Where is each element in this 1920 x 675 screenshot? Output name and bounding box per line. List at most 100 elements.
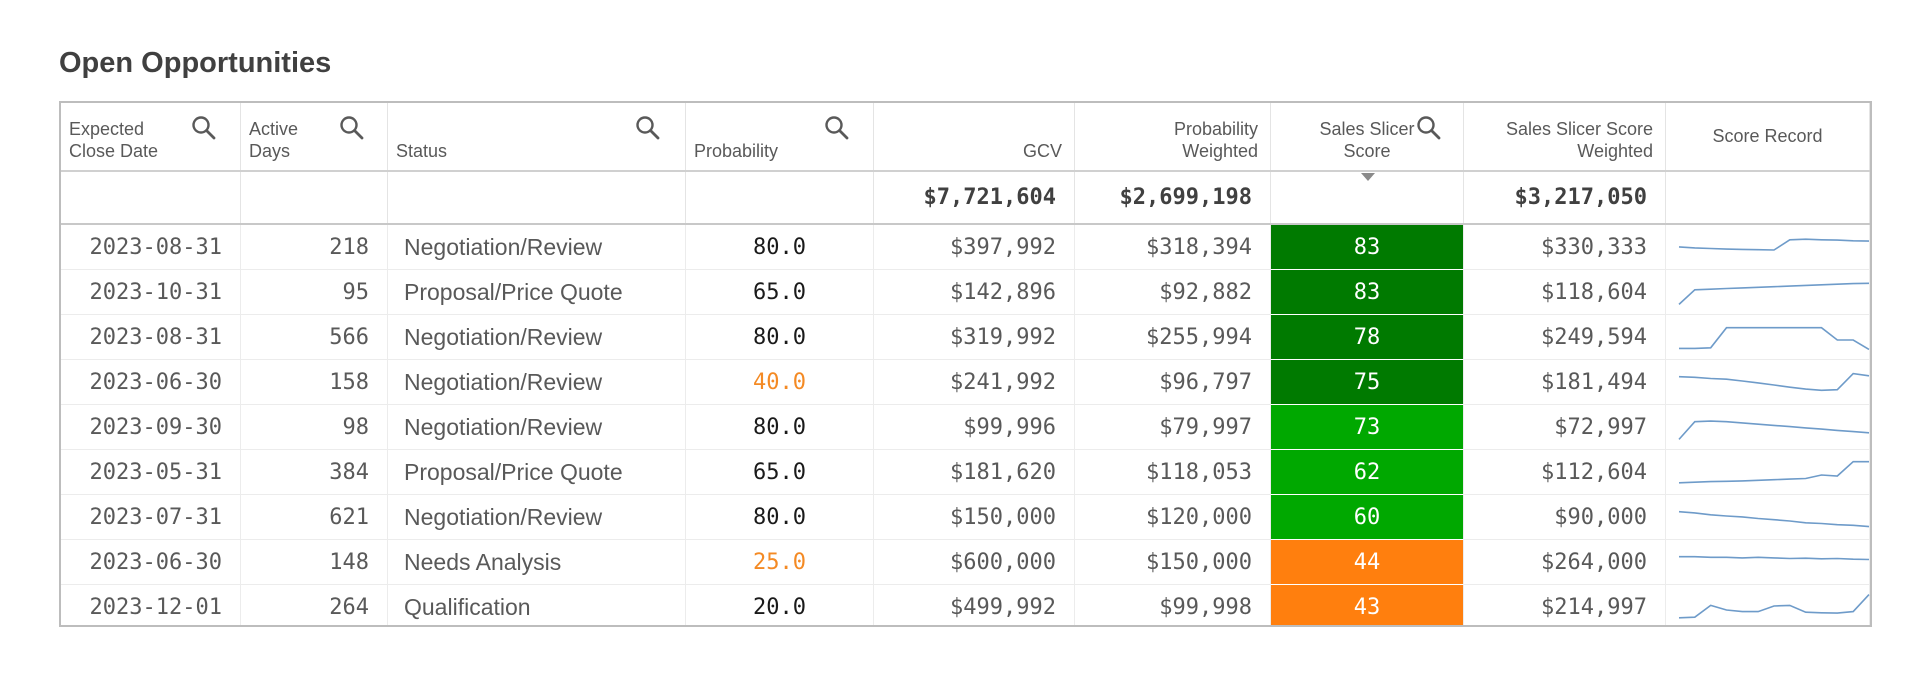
column-header-status[interactable]: Status (388, 103, 686, 170)
cell-active-days[interactable]: 158 (241, 360, 388, 405)
cell-score-weighted[interactable]: $112,604 (1464, 450, 1666, 495)
table-row[interactable]: 2023-08-31 566 Negotiation/Review 80.0 $319,… (61, 315, 1870, 360)
cell-score-record[interactable] (1666, 225, 1870, 270)
cell-probability-weighted[interactable]: $150,000 (1075, 540, 1271, 585)
cell-score-weighted[interactable]: $214,997 (1464, 585, 1666, 625)
cell-score-record[interactable] (1666, 540, 1870, 585)
cell-score-weighted[interactable]: $264,000 (1464, 540, 1666, 585)
table-row[interactable]: 2023-10-31 95 Proposal/Price Quote 65.0 $142… (61, 270, 1870, 315)
cell-probability-weighted[interactable]: $318,394 (1075, 225, 1271, 270)
cell-probability[interactable]: 65.0 (686, 270, 874, 315)
table-row[interactable]: 2023-08-31 218 Negotiation/Review 80.0 $397,… (61, 225, 1870, 270)
cell-close-date[interactable]: 2023-10-31 (61, 270, 241, 315)
cell-probability[interactable]: 80.0 (686, 315, 874, 360)
cell-status[interactable]: Proposal/Price Quote (388, 450, 686, 495)
cell-gcv[interactable]: $241,992 (874, 360, 1075, 405)
cell-score-weighted[interactable]: $249,594 (1464, 315, 1666, 360)
cell-score-weighted[interactable]: $330,333 (1464, 225, 1666, 270)
cell-status[interactable]: Negotiation/Review (388, 315, 686, 360)
cell-gcv[interactable]: $181,620 (874, 450, 1075, 495)
cell-score-weighted[interactable]: $72,997 (1464, 405, 1666, 450)
cell-score[interactable]: 75 (1271, 360, 1464, 405)
cell-probability-weighted[interactable]: $96,797 (1075, 360, 1271, 405)
column-header-score-record[interactable]: Score Record (1666, 103, 1870, 170)
cell-probability-weighted[interactable]: $92,882 (1075, 270, 1271, 315)
search-icon[interactable] (1416, 115, 1442, 141)
cell-close-date[interactable]: 2023-09-30 (61, 405, 241, 450)
column-header-close-date[interactable]: Expected Close Date (61, 103, 241, 170)
cell-probability-weighted[interactable]: $79,997 (1075, 405, 1271, 450)
cell-probability[interactable]: 65.0 (686, 450, 874, 495)
column-header-score[interactable]: Sales Slicer Score (1271, 103, 1464, 170)
cell-score[interactable]: 62 (1271, 450, 1464, 495)
cell-close-date[interactable]: 2023-12-01 (61, 585, 241, 625)
cell-active-days[interactable]: 384 (241, 450, 388, 495)
cell-score-record[interactable] (1666, 405, 1870, 450)
cell-active-days[interactable]: 95 (241, 270, 388, 315)
table-row[interactable]: 2023-05-31 384 Proposal/Price Quote 65.0 $18… (61, 450, 1870, 495)
cell-status[interactable]: Qualification (388, 585, 686, 625)
cell-close-date[interactable]: 2023-08-31 (61, 225, 241, 270)
cell-score[interactable]: 60 (1271, 495, 1464, 540)
cell-score-record[interactable] (1666, 450, 1870, 495)
cell-active-days[interactable]: 621 (241, 495, 388, 540)
cell-status[interactable]: Proposal/Price Quote (388, 270, 686, 315)
table-row[interactable]: 2023-09-30 98 Negotiation/Review 80.0 $99,99… (61, 405, 1870, 450)
cell-active-days[interactable]: 218 (241, 225, 388, 270)
cell-probability-weighted[interactable]: $118,053 (1075, 450, 1271, 495)
cell-gcv[interactable]: $600,000 (874, 540, 1075, 585)
cell-active-days[interactable]: 98 (241, 405, 388, 450)
cell-score[interactable]: 78 (1271, 315, 1464, 360)
cell-score-weighted[interactable]: $181,494 (1464, 360, 1666, 405)
cell-score[interactable]: 43 (1271, 585, 1464, 625)
cell-score[interactable]: 83 (1271, 225, 1464, 270)
cell-active-days[interactable]: 264 (241, 585, 388, 625)
cell-probability[interactable]: 20.0 (686, 585, 874, 625)
cell-probability-weighted[interactable]: $120,000 (1075, 495, 1271, 540)
column-header-active-days[interactable]: Active Days (241, 103, 388, 170)
cell-active-days[interactable]: 148 (241, 540, 388, 585)
column-header-score-weighted[interactable]: Sales Slicer Score Weighted (1464, 103, 1666, 170)
cell-active-days[interactable]: 566 (241, 315, 388, 360)
cell-score[interactable]: 44 (1271, 540, 1464, 585)
table-row[interactable]: 2023-12-01 264 Qualification 20.0 $499,992 $9… (61, 585, 1870, 625)
cell-status[interactable]: Negotiation/Review (388, 225, 686, 270)
search-icon[interactable] (635, 115, 661, 141)
cell-score[interactable]: 73 (1271, 405, 1464, 450)
cell-probability[interactable]: 80.0 (686, 225, 874, 270)
cell-gcv[interactable]: $397,992 (874, 225, 1075, 270)
cell-gcv[interactable]: $499,992 (874, 585, 1075, 625)
cell-score-record[interactable] (1666, 360, 1870, 405)
cell-gcv[interactable]: $319,992 (874, 315, 1075, 360)
search-icon[interactable] (191, 115, 217, 141)
cell-gcv[interactable]: $142,896 (874, 270, 1075, 315)
column-header-gcv[interactable]: GCV (874, 103, 1075, 170)
cell-status[interactable]: Needs Analysis (388, 540, 686, 585)
cell-close-date[interactable]: 2023-06-30 (61, 540, 241, 585)
cell-status[interactable]: Negotiation/Review (388, 495, 686, 540)
cell-close-date[interactable]: 2023-08-31 (61, 315, 241, 360)
table-row[interactable]: 2023-07-31 621 Negotiation/Review 80.0 $150,… (61, 495, 1870, 540)
cell-score-weighted[interactable]: $118,604 (1464, 270, 1666, 315)
search-icon[interactable] (824, 115, 850, 141)
cell-probability-weighted[interactable]: $255,994 (1075, 315, 1271, 360)
search-icon[interactable] (339, 115, 365, 141)
cell-score-record[interactable] (1666, 315, 1870, 360)
cell-score-record[interactable] (1666, 495, 1870, 540)
cell-probability[interactable]: 25.0 (686, 540, 874, 585)
column-header-probability[interactable]: Probability (686, 103, 874, 170)
cell-score[interactable]: 83 (1271, 270, 1464, 315)
cell-status[interactable]: Negotiation/Review (388, 405, 686, 450)
cell-score-weighted[interactable]: $90,000 (1464, 495, 1666, 540)
cell-status[interactable]: Negotiation/Review (388, 360, 686, 405)
cell-close-date[interactable]: 2023-06-30 (61, 360, 241, 405)
cell-probability[interactable]: 40.0 (686, 360, 874, 405)
cell-close-date[interactable]: 2023-05-31 (61, 450, 241, 495)
cell-gcv[interactable]: $99,996 (874, 405, 1075, 450)
cell-gcv[interactable]: $150,000 (874, 495, 1075, 540)
table-row[interactable]: 2023-06-30 158 Negotiation/Review 40.0 $241,… (61, 360, 1870, 405)
cell-probability[interactable]: 80.0 (686, 495, 874, 540)
cell-probability[interactable]: 80.0 (686, 405, 874, 450)
column-header-probability-weighted[interactable]: Probability Weighted (1075, 103, 1271, 170)
cell-close-date[interactable]: 2023-07-31 (61, 495, 241, 540)
